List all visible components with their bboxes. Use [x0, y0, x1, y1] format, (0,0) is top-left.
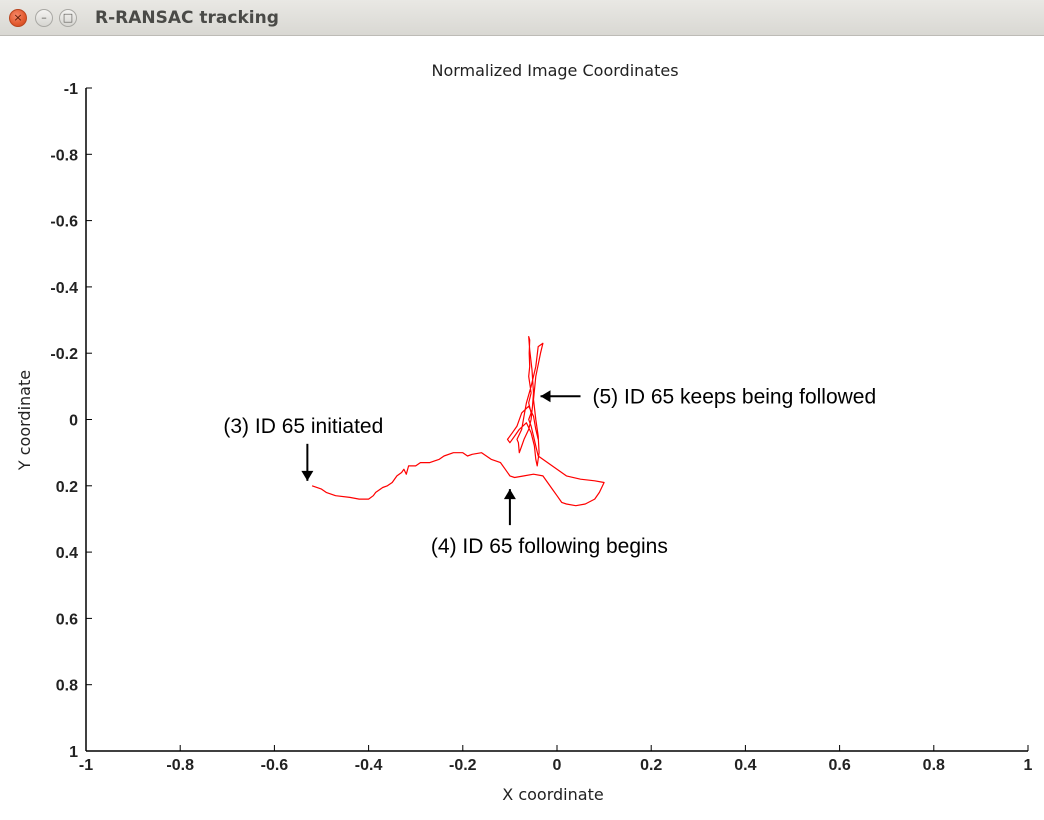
annotation-label: (5) ID 65 keeps being followed: [593, 385, 877, 408]
annotations: (3) ID 65 initiated (4) ID 65 following b…: [223, 385, 876, 558]
window-title: R-RANSAC tracking: [95, 8, 279, 28]
annotation-label: (3) ID 65 initiated: [223, 415, 383, 438]
y-tick-label: 0.6: [56, 611, 78, 628]
x-tick-label: 1: [1024, 757, 1033, 774]
annotation-arrow-head: [503, 489, 516, 500]
y-tick-label: 0: [69, 413, 78, 430]
y-tick-label: -0.4: [50, 280, 78, 297]
y-axis-label: Y coordinate: [15, 370, 34, 471]
y-tick-label: 1: [69, 744, 78, 761]
y-tick-label: 0.4: [56, 545, 78, 562]
x-tick-label: -0.4: [355, 757, 383, 774]
x-axis-label: X coordinate: [502, 785, 603, 804]
y-tick-label: 0.2: [56, 479, 78, 496]
y-tick-label: -0.2: [50, 346, 78, 363]
x-tick-label: -0.6: [261, 757, 289, 774]
x-tick-label: 0: [553, 757, 562, 774]
minimize-window-button[interactable]: –: [35, 9, 53, 27]
tracking-plot: Normalized Image Coordinates -1 -0.8 -0.6 -…: [15, 61, 1033, 804]
x-tick-label: -0.8: [166, 757, 194, 774]
y-tick-label: -0.8: [50, 147, 78, 164]
axis-ticks: -1 -0.8 -0.6 -0.4 -0.2 0 0.2 0.4 0.6 0.8 1-1-0.8-0…: [50, 81, 1032, 774]
trajectory-line: [311, 336, 605, 507]
x-tick-label: -0.2: [449, 757, 477, 774]
chart-title: Normalized Image Coordinates: [431, 61, 678, 80]
title-bar: × – □ R-RANSAC tracking: [0, 0, 1044, 36]
x-tick-label: 0.4: [734, 757, 756, 774]
annotation-arrow-head: [540, 390, 551, 403]
maximize-window-button[interactable]: □: [59, 9, 77, 27]
x-tick-label: 0.6: [828, 757, 850, 774]
y-tick-label: -0.6: [50, 214, 78, 231]
annotation-label: (4) ID 65 following begins: [431, 535, 668, 558]
y-tick-label: -1: [64, 81, 78, 98]
annotation-arrow-head: [301, 470, 314, 481]
x-tick-label: 0.8: [923, 757, 945, 774]
y-tick-label: 0.8: [56, 678, 78, 695]
close-window-button[interactable]: ×: [9, 9, 27, 27]
x-tick-label: 0.2: [640, 757, 662, 774]
trajectory-series: [311, 336, 605, 507]
x-tick-label: -1: [79, 757, 93, 774]
